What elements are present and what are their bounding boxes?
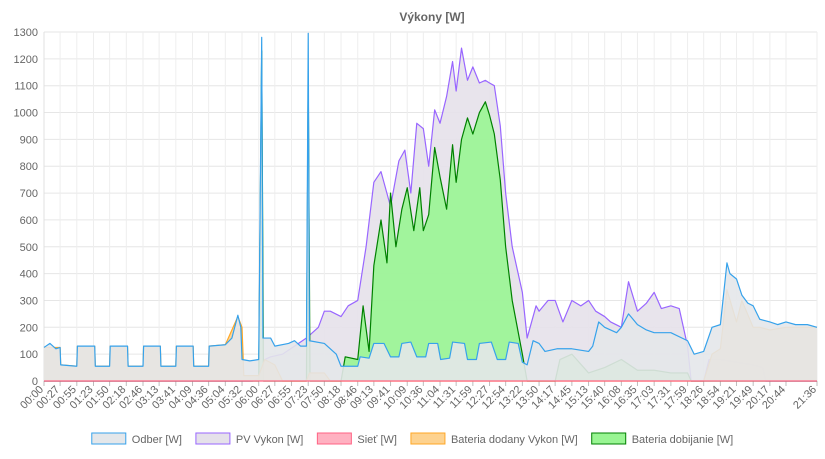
y-tick-label: 700 <box>20 188 38 200</box>
y-tick-label: 300 <box>20 295 38 307</box>
series-layer <box>43 32 818 382</box>
legend-swatch-bateria-dodany-vykon-w <box>410 432 446 445</box>
legend-label-bateria-dobijanie-w: Bateria dobijanie [W] <box>632 434 734 446</box>
legend: Odber [W] PV Vykon [W] Sieť [W] Bateria dod… <box>91 432 734 446</box>
legend-label-bateria-dodany-vykon-w: Bateria dodany Vykon [W] <box>451 434 578 446</box>
legend-label-pv-vykon-w: PV Vykon [W] <box>236 434 303 446</box>
legend-swatch-sie-w <box>316 432 352 445</box>
legend-swatch-pv-vykon-w <box>195 432 231 445</box>
legend-label-sie-w: Sieť [W] <box>357 434 397 446</box>
legend-label-odber-w: Odber [W] <box>132 434 182 446</box>
y-tick-label: 400 <box>20 269 38 281</box>
y-tick-label: 900 <box>20 134 38 146</box>
y-tick-label: 800 <box>20 161 38 173</box>
series-area-bateria-dobijanie-w <box>44 50 817 381</box>
x-tick-label: 21:36 <box>791 384 819 412</box>
y-axis: 0 100 200 300 400 500 600 700 800 900 1000 1100 1200… <box>14 27 38 388</box>
y-tick-label: 100 <box>20 349 38 361</box>
series-line-odber-w <box>43 32 818 367</box>
y-tick-label: 1000 <box>14 108 38 120</box>
legend-swatch-odber-w <box>91 432 127 445</box>
x-axis: 00:0000:2700:5501:2301:5002:1802:4603:13… <box>18 381 819 412</box>
y-tick-label: 500 <box>20 242 38 254</box>
legend-swatch-bateria-dobijanie-w <box>591 432 627 445</box>
y-tick-label: 200 <box>20 322 38 334</box>
y-tick-label: 1200 <box>14 54 38 66</box>
y-tick-label: 0 <box>32 376 38 388</box>
series-line-pv-vykon-w <box>44 47 817 382</box>
y-tick-label: 600 <box>20 215 38 227</box>
chart-title: Výkony [W] <box>399 10 464 24</box>
y-tick-label: 1100 <box>14 81 38 93</box>
y-tick-label: 1300 <box>14 27 38 39</box>
